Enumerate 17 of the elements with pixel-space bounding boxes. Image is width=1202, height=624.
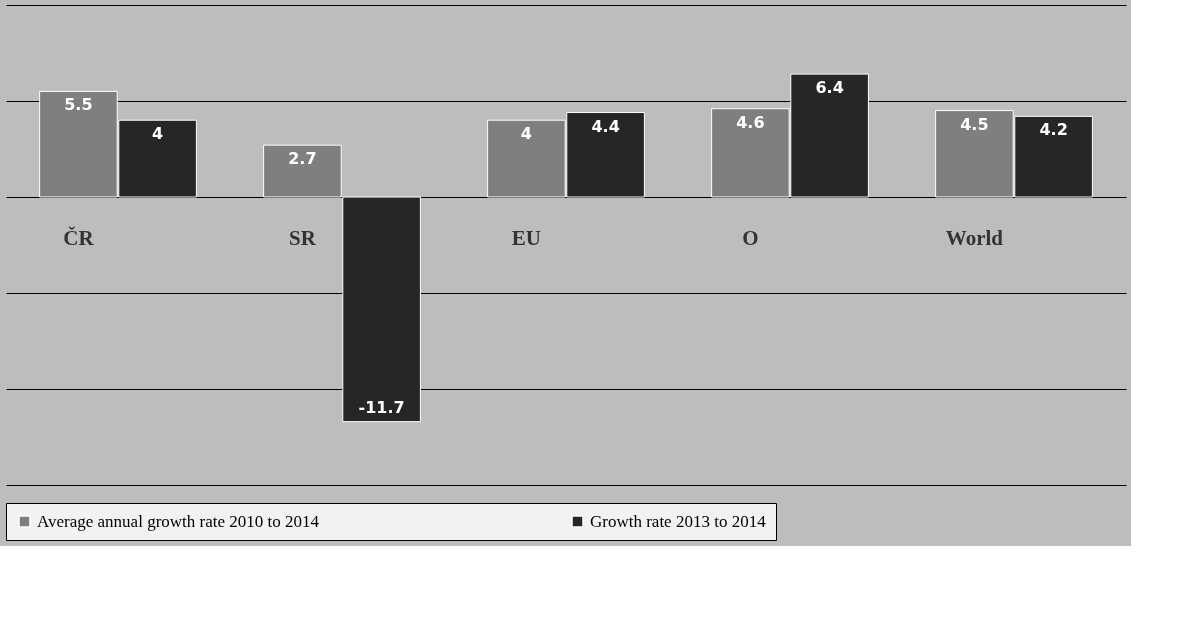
legend-label: Growth rate 2013 to 2014 <box>590 511 767 531</box>
x-tick-label: World <box>945 226 1004 250</box>
x-tick-label: ČR <box>63 226 95 250</box>
data-label: 4 <box>520 124 532 144</box>
data-label: 4 <box>152 124 164 144</box>
x-tick-label: SR <box>288 226 317 250</box>
data-label: 5.5 <box>64 95 93 115</box>
x-tick-label: O <box>742 226 759 250</box>
x-tick-label: EU <box>511 226 541 250</box>
legend-label: Average annual growth rate 2010 to 2014 <box>37 511 320 531</box>
data-label: 2.7 <box>288 149 317 169</box>
data-label: 6.4 <box>815 78 844 98</box>
data-label: -11.7 <box>358 397 405 417</box>
data-label: 4.6 <box>736 112 765 132</box>
data-label: 4.4 <box>591 116 620 136</box>
data-label: 4.2 <box>1039 120 1068 140</box>
data-label: 4.5 <box>960 114 989 134</box>
